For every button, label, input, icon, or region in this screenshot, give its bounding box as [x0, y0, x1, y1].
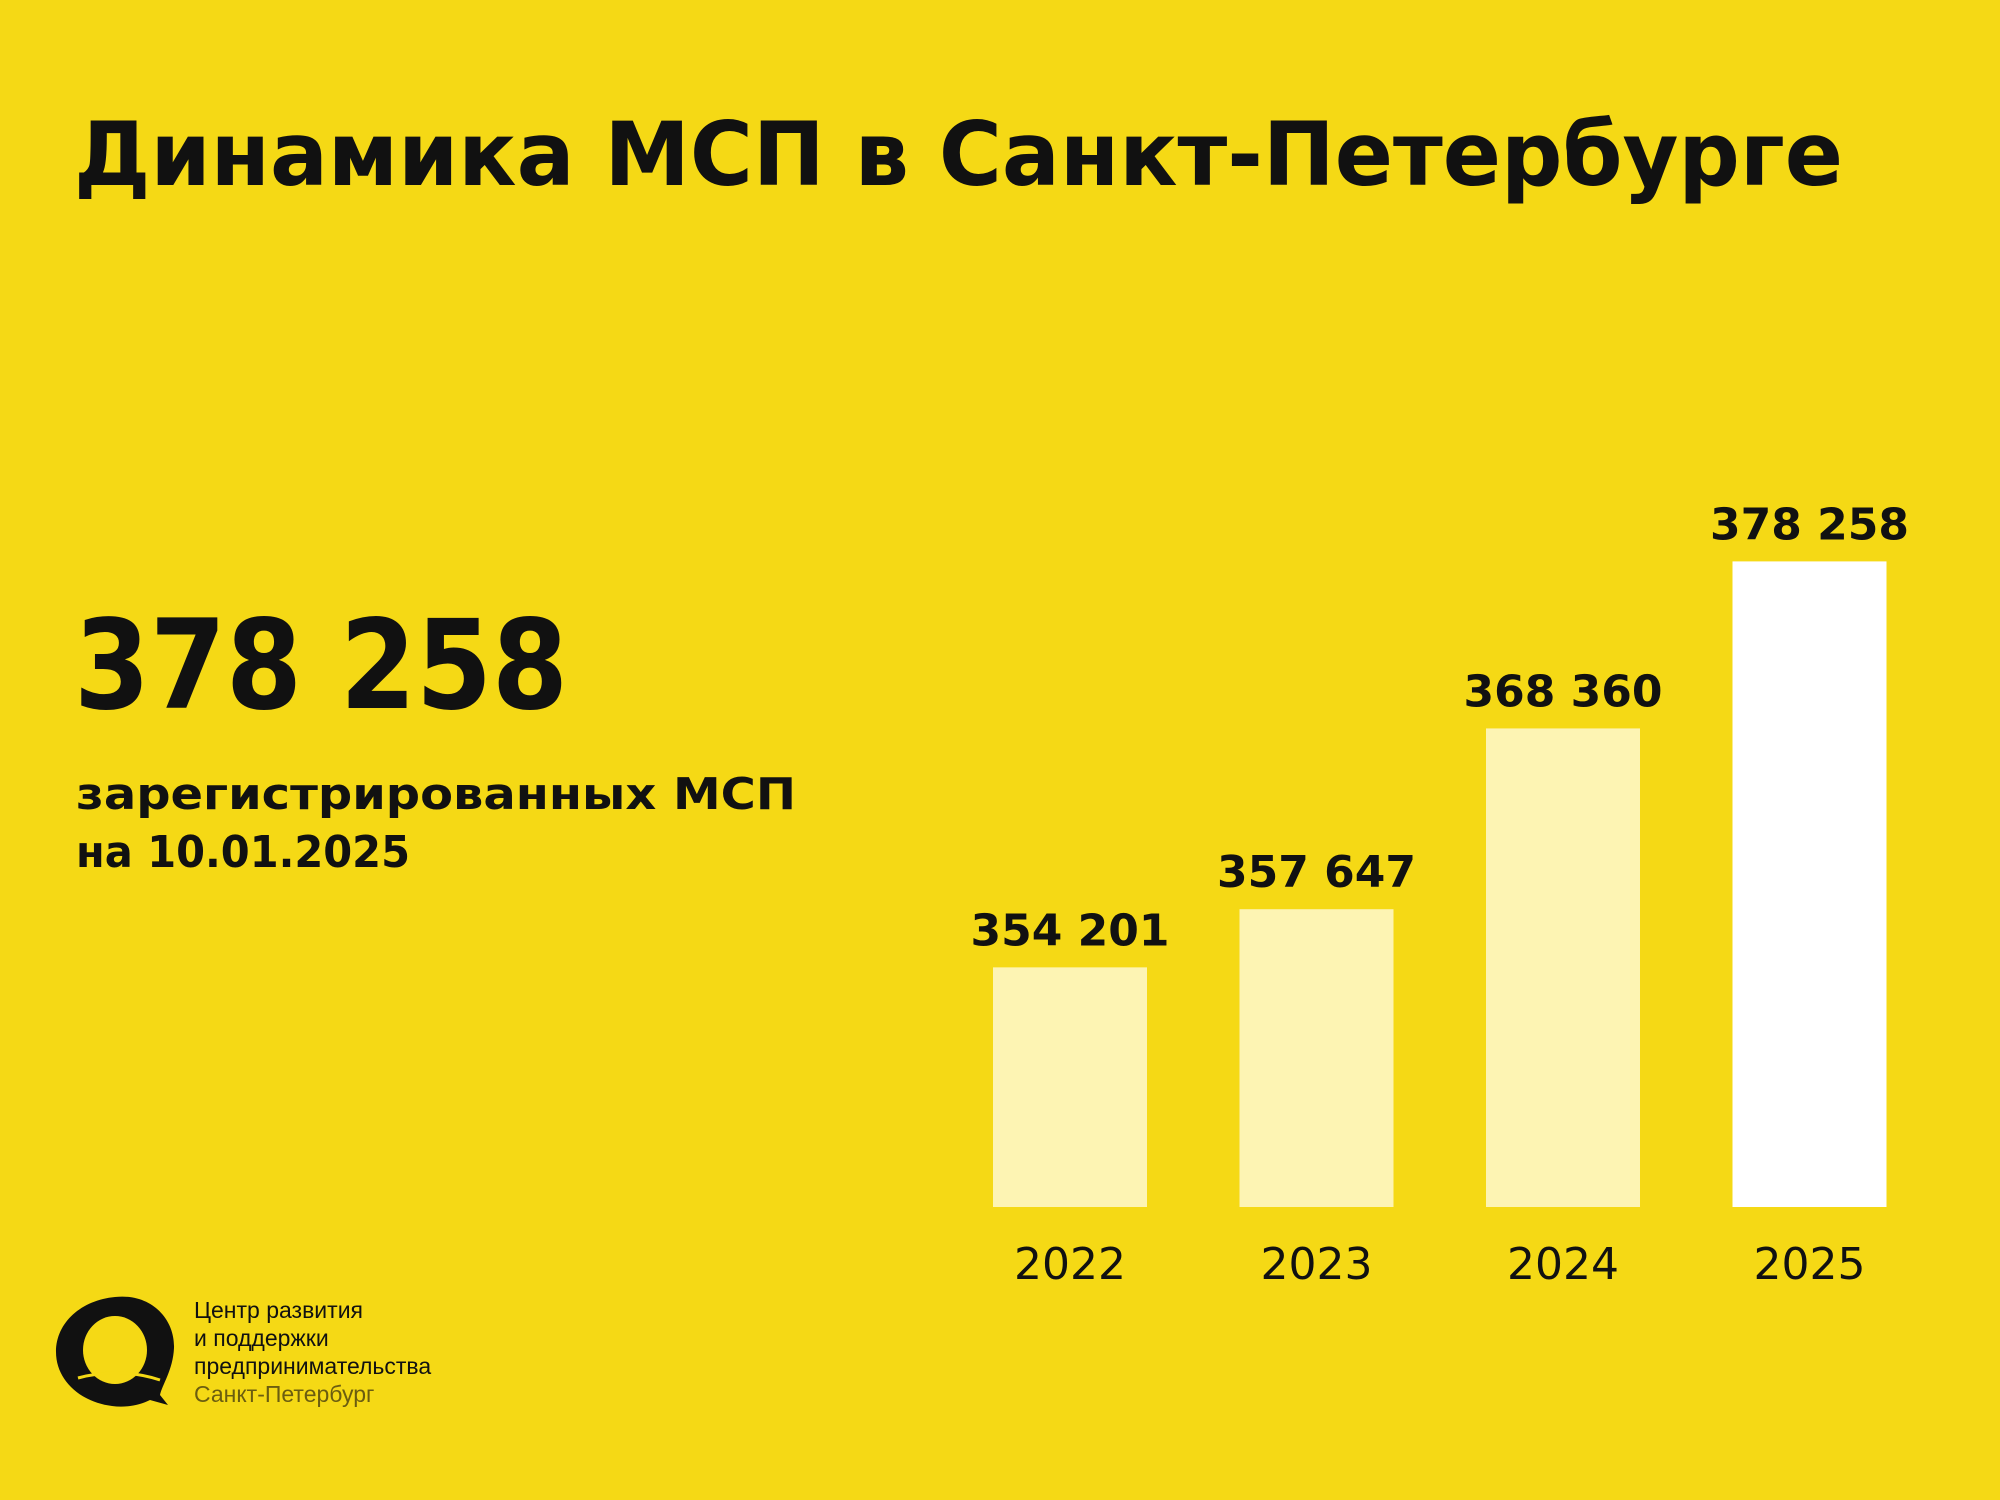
value-label: 357 647	[1217, 847, 1416, 898]
x-tick-label: 2024	[1507, 1239, 1619, 1290]
bar	[1239, 909, 1394, 1207]
bar	[993, 967, 1147, 1207]
logo-icon	[56, 1296, 175, 1407]
logo-text: Центр развития	[194, 1297, 363, 1323]
value-label: 368 360	[1463, 666, 1662, 717]
x-tick-label: 2022	[1014, 1239, 1126, 1290]
chart-title: Динамика МСП в Санкт-Петербурге	[74, 103, 1843, 206]
logo-text: предпринимательства	[194, 1353, 431, 1379]
x-tick-label: 2025	[1754, 1239, 1866, 1290]
value-label: 378 258	[1710, 499, 1909, 550]
logo-text: и поддержки	[194, 1325, 329, 1351]
bar	[1486, 728, 1640, 1207]
logo-text: Санкт-Петербург	[194, 1381, 374, 1407]
subtitle-line: на 10.01.2025	[76, 827, 410, 878]
x-tick-label: 2023	[1261, 1239, 1373, 1290]
bar	[1732, 561, 1887, 1207]
subtitle-line: зарегистрированных МСП	[76, 769, 796, 820]
headline-number: 378 258	[74, 594, 568, 738]
value-label: 354 201	[970, 905, 1169, 956]
